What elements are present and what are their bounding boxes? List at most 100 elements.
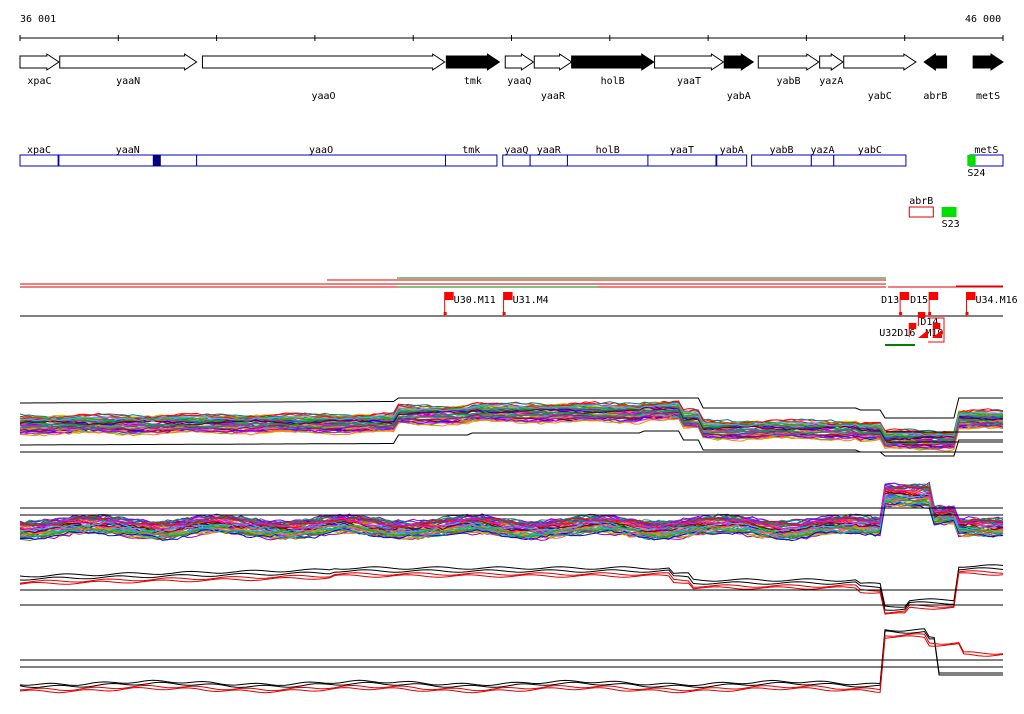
gene-label-yabC: yabC <box>868 91 892 102</box>
tss-dot <box>965 312 969 315</box>
expression-profile-line <box>19 497 1004 539</box>
expression-profile-line <box>19 496 1004 537</box>
transcript-label-yabB: yabB <box>769 145 793 156</box>
feature-box-S23 <box>941 207 957 217</box>
expression-profile-line <box>19 486 1004 530</box>
gene-label-metS: metS <box>976 91 1000 102</box>
feature-label-S23: S23 <box>942 219 960 230</box>
tss-dot <box>928 312 932 315</box>
tss-label-U34.M16: U34.M16 <box>975 295 1017 306</box>
expression-profile-line <box>19 414 1004 449</box>
feature-label-abrB: abrB <box>909 196 933 207</box>
expression-profile-line <box>20 430 1003 457</box>
tss-flag <box>929 292 939 300</box>
transcript-label-yaaN: yaaN <box>116 145 140 156</box>
gene-arrow-yazA <box>819 53 844 71</box>
gene-label-yaaN: yaaN <box>116 76 140 87</box>
transcript-label-yaaR: yaaR <box>537 145 562 156</box>
tss-label-M19: M19 <box>925 328 943 339</box>
expression-profile-line <box>19 403 1004 438</box>
tss-dot <box>899 312 903 315</box>
expression-profile-line <box>19 409 1004 445</box>
tss-triangle <box>932 330 942 338</box>
gene-arrow-metS <box>972 53 1004 71</box>
gene-arrow-yaaT <box>654 53 725 71</box>
gene-label-yaaT: yaaT <box>677 76 701 87</box>
extra-features-track: abrB S23 S24 <box>908 155 985 230</box>
gene-label-yabB: yabB <box>777 76 801 87</box>
transcript-label-yabA: yabA <box>720 145 744 156</box>
transcript-box-yaaR <box>529 154 568 167</box>
ruler-end-label: 46 000 <box>965 14 1001 25</box>
gene-label-yazA: yazA <box>819 76 843 87</box>
gene-arrow-tmk <box>445 53 501 71</box>
gene-label-xpaC: xpaC <box>27 76 51 87</box>
expression-profile-line <box>20 397 1003 419</box>
expression-profile-line <box>19 402 1004 437</box>
transcript-box-yabC <box>833 154 907 167</box>
ruler-start-label: 36 001 <box>20 14 56 25</box>
transcript-box-yaaT <box>647 154 717 167</box>
tss-dot <box>502 312 506 315</box>
transcript-box-xpaC <box>19 154 59 167</box>
transcript-label-yabC: yabC <box>858 145 882 156</box>
tss-flag <box>909 323 917 329</box>
gene-label-yaaQ: yaaQ <box>507 76 531 87</box>
expression-profile-line <box>19 635 1004 694</box>
expression-profile-line <box>19 499 1004 540</box>
transcript-label-yazA: yazA <box>811 145 835 156</box>
tiling-lines-track <box>20 277 1003 317</box>
expression-profile-line <box>19 401 1004 434</box>
tss-label-U32D16: U32D16 <box>879 328 915 339</box>
tss-label-U30.M11: U30.M11 <box>454 295 496 306</box>
tss-bracket <box>928 317 945 343</box>
gene-arrow-xpaC <box>19 53 60 71</box>
transcripts-track: xpaC yaaN yaaO tmk yaaQ yaaR holB yaaT yabA yabB y… <box>19 145 1004 167</box>
gene-arrow-yaaR <box>533 53 573 71</box>
transcript-box-holB <box>566 154 649 167</box>
tss-label-D13: D13 <box>881 295 899 306</box>
gene-arrow-yabC <box>843 53 917 71</box>
gene-arrow-yaaN <box>59 53 198 71</box>
transcript-label-tmk: tmk <box>462 145 480 156</box>
expression-profile-line <box>19 564 1004 608</box>
transcript-label-yaaQ: yaaQ <box>504 145 528 156</box>
gene-label-yaaR: yaaR <box>541 91 566 102</box>
expression-profile-line <box>19 407 1004 442</box>
gene-arrow-yabB <box>757 53 820 71</box>
gene-arrow-holB <box>571 53 655 71</box>
transcript-box-yaaO <box>196 154 447 167</box>
tss-flag <box>503 292 513 300</box>
feature-box-S24 <box>967 155 976 166</box>
tss-flag <box>966 292 976 300</box>
tss-flag <box>900 292 910 300</box>
gene-label-tmk: tmk <box>464 76 482 87</box>
transcript-box-yabB <box>751 154 812 167</box>
transcript-label-yaaT: yaaT <box>670 145 694 156</box>
expression-profile-line <box>19 630 1003 689</box>
expression-profile-line <box>19 567 1004 611</box>
transcript-box-tmk <box>445 154 498 167</box>
expression-tracks <box>19 397 1004 694</box>
transcript-label-yaaO: yaaO <box>309 145 333 156</box>
expression-profile-line <box>19 411 1004 445</box>
feature-box-abrB <box>908 206 934 218</box>
ruler-ticks <box>19 35 1004 41</box>
tss-flag <box>933 323 941 329</box>
gene-arrow-yabA <box>723 53 755 71</box>
gene-label-holB: holB <box>601 76 625 87</box>
expression-profile-line <box>19 633 1004 692</box>
gene-label-yaaO: yaaO <box>312 91 336 102</box>
tss-flag <box>444 292 454 300</box>
transcript-label-metS: metS <box>974 145 998 156</box>
transcript-label-xpaC: xpaC <box>27 145 51 156</box>
expression-profile-line <box>19 570 1004 614</box>
expression-profile-line <box>19 492 1004 534</box>
gene-label-abrB: abrB <box>923 91 947 102</box>
tss-triangle <box>918 330 928 338</box>
tss-track: U30.M11 U31.M4 D13 D15 U34.M16 D14 U32D16 M19 <box>443 292 1018 346</box>
expression-profile-line <box>19 628 1003 687</box>
expression-profile-line <box>19 484 1004 529</box>
